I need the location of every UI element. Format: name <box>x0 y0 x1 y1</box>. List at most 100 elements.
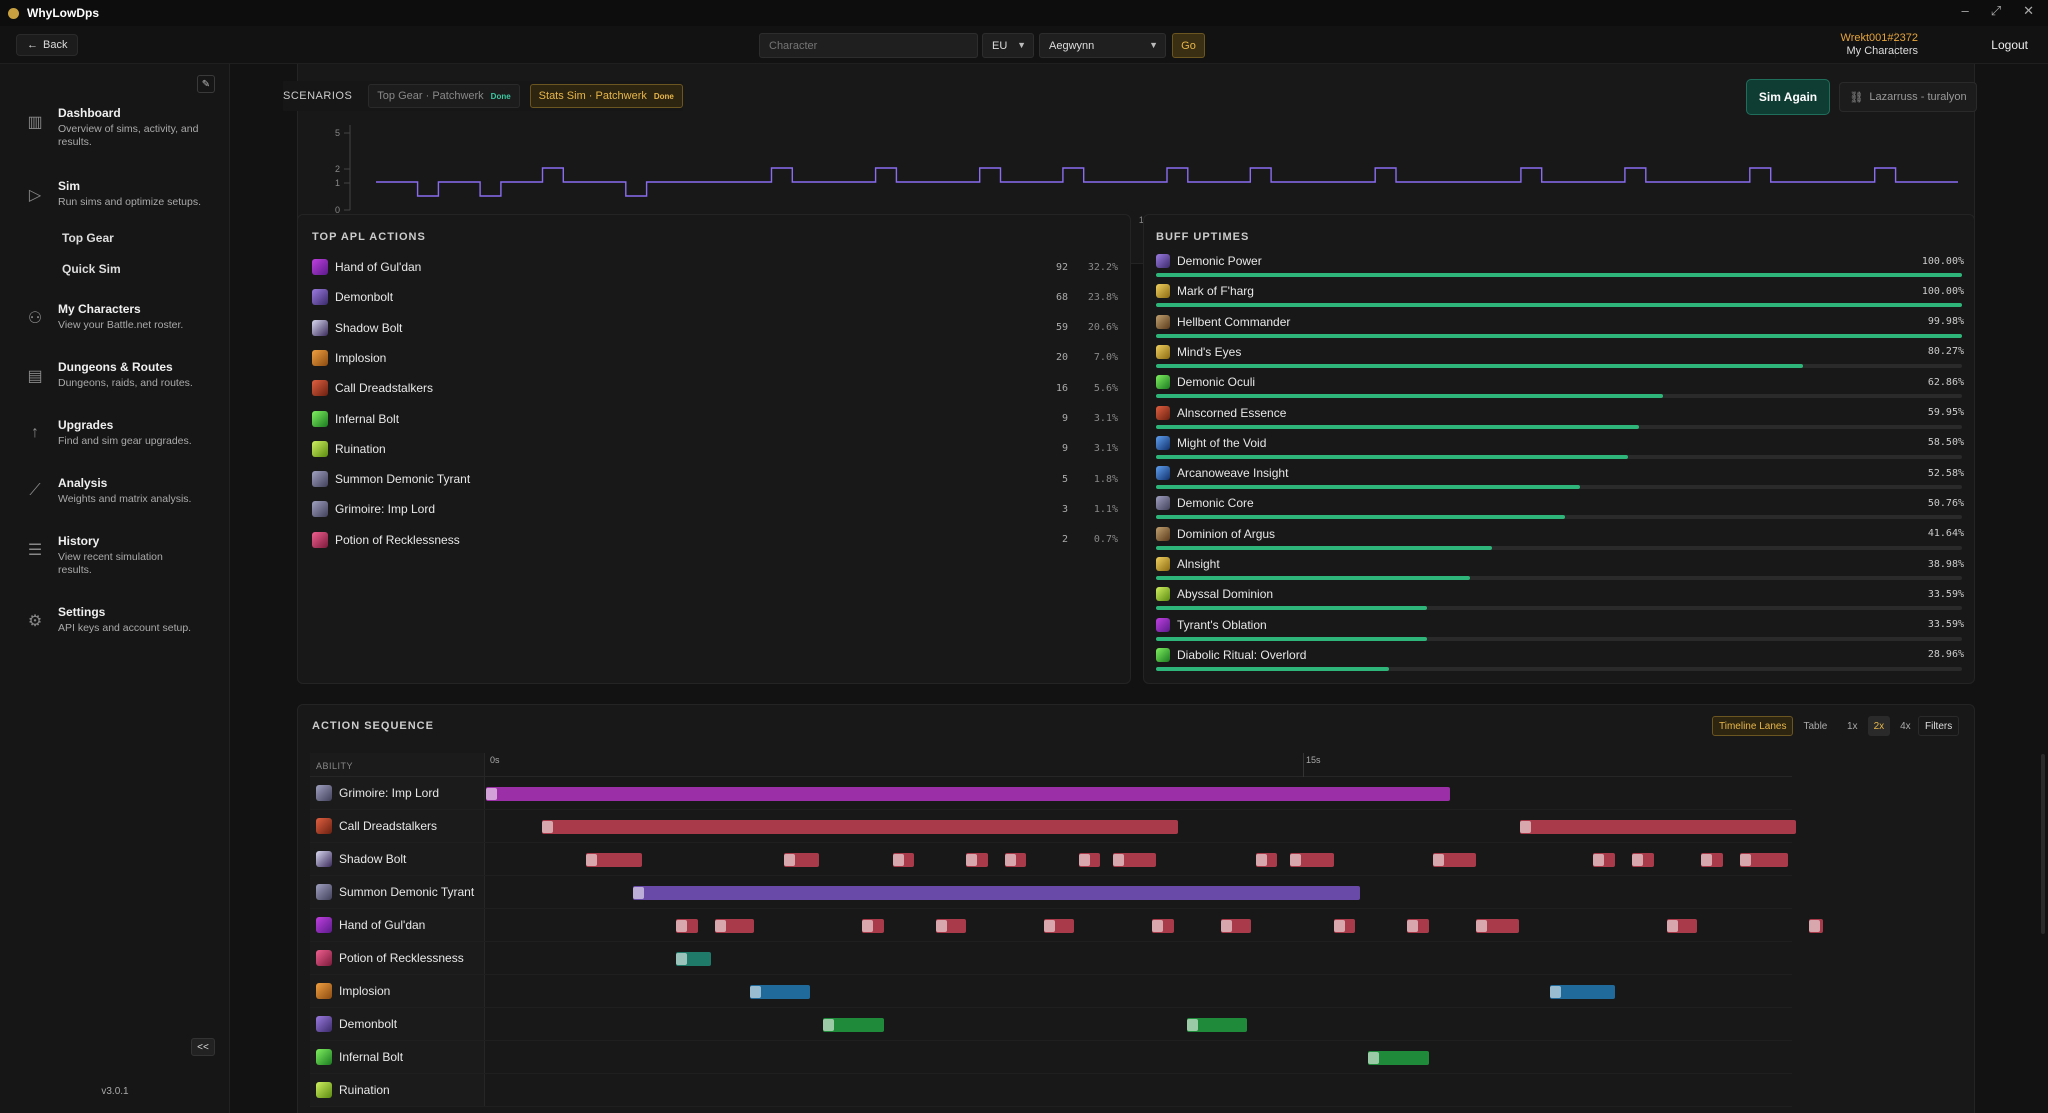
buff-row: Diabolic Ritual: Overlord 28.96% <box>1156 647 1964 677</box>
character-input[interactable] <box>759 33 978 58</box>
scenario-chip-stats-sim[interactable]: Stats Sim · Patchwerk Done <box>529 84 683 108</box>
sequence-event-bar[interactable] <box>1043 919 1075 933</box>
sequence-event-bar[interactable] <box>1476 919 1520 933</box>
sequence-event-bar[interactable] <box>1593 853 1615 867</box>
ability-icon <box>312 410 328 427</box>
buff-row: Mind's Eyes 80.27% <box>1156 344 1964 374</box>
sidebar-subitem-quick-sim[interactable]: Quick Sim <box>62 262 121 276</box>
tab-table[interactable]: Table <box>1803 720 1828 732</box>
sequence-event-bar[interactable] <box>715 919 755 933</box>
map-icon: ▤ <box>27 368 43 385</box>
sequence-event-bar[interactable] <box>1152 919 1174 933</box>
app-logo-icon <box>8 7 19 19</box>
sequence-event-bar[interactable] <box>1519 820 1797 834</box>
buff-uptime-track <box>1156 394 1962 399</box>
sequence-event-bar[interactable] <box>1809 919 1824 933</box>
sidebar-item-history[interactable]: ☰ History View recent simulation results. <box>24 534 178 577</box>
sequence-event-bar[interactable] <box>1290 853 1334 867</box>
y-tick-label: 5 <box>335 128 340 138</box>
my-characters-link[interactable]: My Characters <box>1846 45 1918 57</box>
collapse-sidebar-button[interactable]: << <box>191 1038 215 1056</box>
sequence-event-bar[interactable] <box>935 919 966 933</box>
sequence-event-bar[interactable] <box>749 985 811 999</box>
sequence-event-bar[interactable] <box>1666 919 1697 933</box>
sequence-event-bar[interactable] <box>1701 853 1723 867</box>
sequence-event-bar[interactable] <box>633 886 1360 900</box>
close-icon[interactable]: ✕ <box>2023 3 2034 18</box>
sequence-row: Infernal Bolt <box>310 1041 1792 1074</box>
sequence-event-bar[interactable] <box>1004 853 1027 867</box>
restore-icon[interactable]: ⤢ <box>1990 3 2002 18</box>
sequence-event-bar[interactable] <box>1333 919 1356 933</box>
sequence-event-bar[interactable] <box>1078 853 1101 867</box>
buff-row: Demonic Power 100.00% <box>1156 253 1964 283</box>
buff-percent: 62.86% <box>1927 376 1964 388</box>
buff-icon <box>1156 314 1170 329</box>
scenario-chip-top-gear[interactable]: Top Gear · Patchwerk Done <box>368 84 520 108</box>
zoom-4x-button[interactable]: 4x <box>1900 720 1911 732</box>
sidebar-item-dungeons[interactable]: ▤ Dungeons & Routes Dungeons, raids, and … <box>24 360 208 390</box>
region-select[interactable]: EU ▼ <box>982 33 1034 58</box>
zoom-1x-button[interactable]: 1x <box>1847 720 1858 732</box>
sidebar-item-dashboard[interactable]: ▥ Dashboard Overview of sims, activity, a… <box>24 106 208 149</box>
sequence-row: Summon Demonic Tyrant <box>310 876 1792 909</box>
sequence-ability-name: Shadow Bolt <box>339 852 407 866</box>
sequence-event-bar[interactable] <box>542 820 1178 834</box>
sequence-event-bar[interactable] <box>862 919 884 933</box>
sequence-event-bar[interactable] <box>585 853 642 867</box>
sequence-event-bar[interactable] <box>1255 853 1278 867</box>
zoom-2x-button[interactable]: 2x <box>1867 716 1891 736</box>
edit-icon[interactable]: ✎ <box>197 75 215 93</box>
sequence-event-bar[interactable] <box>1433 853 1477 867</box>
realm-select[interactable]: Aegwynn ▼ <box>1039 33 1166 58</box>
sequence-lane <box>486 810 1797 842</box>
sequence-event-bar[interactable] <box>1221 919 1252 933</box>
minimize-icon[interactable]: – <box>1961 3 1969 18</box>
apl-row: Potion of Recklessness 2 0.7% <box>312 530 1118 550</box>
filters-button[interactable]: Filters <box>1918 716 1960 736</box>
sidebar-item-sim[interactable]: ▷ Sim Run sims and optimize setups. <box>24 179 208 209</box>
buff-uptime-bar <box>1156 666 1390 671</box>
logout-button[interactable]: Logout <box>1991 38 2028 52</box>
sequence-title: ACTION SEQUENCE <box>312 720 434 732</box>
sequence-header: ABILITY 0s 15s <box>310 753 1792 777</box>
sequence-event-bar[interactable] <box>1407 919 1429 933</box>
back-button[interactable]: ← Back <box>16 34 79 56</box>
buff-name: Mark of F'harg <box>1177 284 1254 299</box>
sequence-event-bar[interactable] <box>1368 1051 1429 1065</box>
go-button[interactable]: Go <box>1172 33 1205 58</box>
sidebar-item-settings[interactable]: ⚙ Settings API keys and account setup. <box>24 605 208 635</box>
apl-percent: 23.8% <box>1087 291 1118 303</box>
buff-row: Mark of F'harg 100.00% <box>1156 283 1964 313</box>
sequence-event-bar[interactable] <box>784 853 819 867</box>
sequence-event-bar[interactable] <box>1186 1018 1248 1032</box>
apl-ability-name: Shadow Bolt <box>335 320 403 335</box>
user-menu[interactable]: Wrekt001#2372 My Characters <box>1841 32 1918 58</box>
apl-ability-name: Summon Demonic Tyrant <box>335 472 471 487</box>
ability-icon <box>312 471 328 488</box>
sequence-event-bar[interactable] <box>823 1018 884 1032</box>
tab-timeline-lanes[interactable]: Timeline Lanes <box>1712 716 1794 736</box>
sequence-event-bar[interactable] <box>1632 853 1654 867</box>
sim-again-button[interactable]: Sim Again <box>1746 79 1830 115</box>
sidebar-item-my-characters[interactable]: ⚇ My Characters View your Battle.net rost… <box>24 302 208 332</box>
sidebar-item-analysis[interactable]: ⟋ Analysis Weights and matrix analysis. <box>24 476 208 506</box>
apl-ability-name: Call Dreadstalkers <box>335 381 434 396</box>
sequence-event-bar[interactable] <box>892 853 915 867</box>
sequence-event-bar[interactable] <box>1740 853 1788 867</box>
sequence-event-bar[interactable] <box>676 919 698 933</box>
buff-row: Demonic Core 50.76% <box>1156 495 1964 525</box>
buff-percent: 28.96% <box>1927 649 1964 661</box>
apl-ability-name: Grimoire: Imp Lord <box>335 502 436 517</box>
sequence-event-bar[interactable] <box>1549 985 1615 999</box>
sequence-event-bar[interactable] <box>486 787 1451 801</box>
page-scrollbar[interactable] <box>2041 754 2045 934</box>
apl-ability-name: Implosion <box>335 350 387 365</box>
sidebar-item-upgrades[interactable]: ↑ Upgrades Find and sim gear upgrades. <box>24 418 208 448</box>
time-gridline <box>1303 753 1304 777</box>
sidebar-subitem-top-gear[interactable]: Top Gear <box>62 231 114 245</box>
character-link-button[interactable]: ⛓ Lazarruss - turalyon <box>1839 82 1977 112</box>
sequence-event-bar[interactable] <box>1113 853 1157 867</box>
sequence-event-bar[interactable] <box>676 952 711 966</box>
sequence-event-bar[interactable] <box>966 853 988 867</box>
